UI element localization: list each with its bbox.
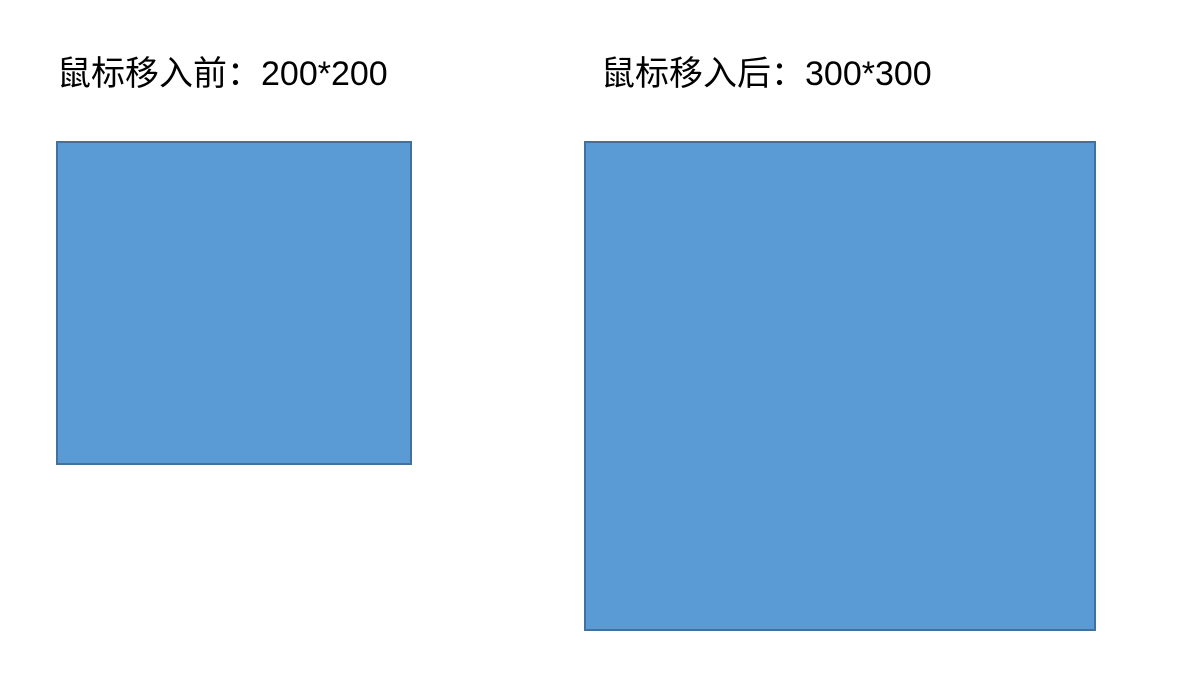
- label-after-size: 300*300: [805, 55, 932, 93]
- label-before-size: 200*200: [261, 55, 388, 93]
- box-after-hover: [584, 141, 1096, 631]
- label-after-hover: 鼠标移入后：300*300: [601, 52, 932, 96]
- label-before-prefix: 鼠标移入前：: [57, 54, 261, 94]
- label-after-prefix: 鼠标移入后：: [601, 54, 805, 94]
- box-before-hover[interactable]: [56, 141, 412, 465]
- label-before-hover: 鼠标移入前：200*200: [57, 52, 388, 96]
